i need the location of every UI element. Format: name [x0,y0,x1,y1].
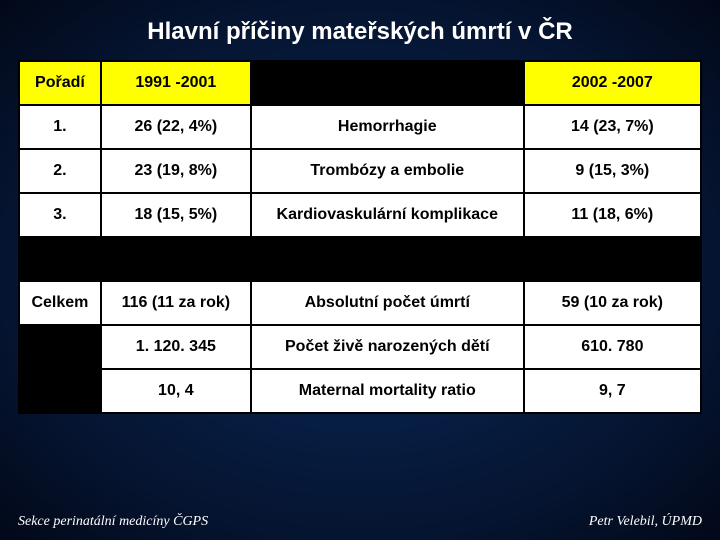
col-header-rank: Pořadí [19,61,101,105]
table-cell: 1. 120. 345 [101,325,251,369]
col-header-period1: 1991 -2001 [101,61,251,105]
table-cell [524,237,701,281]
table-cell [19,237,101,281]
table-cell: 610. 780 [524,325,701,369]
footer: Sekce perinatální medicíny ČGPS Petr Vel… [18,514,702,530]
table-row: 1.26 (22, 4%)Hemorrhagie14 (23, 7%) [19,105,701,149]
table-header: Pořadí 1991 -2001 2002 -2007 [19,61,701,105]
table-cell: Maternal mortality ratio [251,369,524,413]
table-cell: 26 (22, 4%) [101,105,251,149]
table-cell: 9, 7 [524,369,701,413]
table-cell: Hemorrhagie [251,105,524,149]
table-cell [101,237,251,281]
table-cell: 9 (15, 3%) [524,149,701,193]
table-cell: 3. [19,193,101,237]
data-table: Pořadí 1991 -2001 2002 -2007 1.26 (22, 4… [18,60,702,414]
table-cell: 23 (19, 8%) [101,149,251,193]
table-cell: Trombózy a embolie [251,149,524,193]
table-cell: 59 (10 za rok) [524,281,701,325]
col-header-blank [251,61,524,105]
table-cell: 116 (11 za rok) [101,281,251,325]
table-row [19,237,701,281]
table-row: 10, 4Maternal mortality ratio9, 7 [19,369,701,413]
table-cell: 10, 4 [101,369,251,413]
page-title: Hlavní příčiny mateřských úmrtí v ČR [0,0,720,60]
table-cell [251,237,524,281]
table-container: Pořadí 1991 -2001 2002 -2007 1.26 (22, 4… [0,60,720,414]
table-row: 3.18 (15, 5%)Kardiovaskulární komplikace… [19,193,701,237]
table-cell: 11 (18, 6%) [524,193,701,237]
table-cell: 1. [19,105,101,149]
footer-left: Sekce perinatální medicíny ČGPS [18,514,208,530]
table-cell [19,325,101,369]
table-row: Celkem116 (11 za rok)Absolutní počet úmr… [19,281,701,325]
table-cell: Kardiovaskulární komplikace [251,193,524,237]
table-cell: 18 (15, 5%) [101,193,251,237]
table-row: 2.23 (19, 8%)Trombózy a embolie9 (15, 3%… [19,149,701,193]
col-header-period2: 2002 -2007 [524,61,701,105]
table-cell: 2. [19,149,101,193]
table-cell: Celkem [19,281,101,325]
table-cell: Počet živě narozených dětí [251,325,524,369]
table-row: 1. 120. 345Počet živě narozených dětí610… [19,325,701,369]
table-cell [19,369,101,413]
table-cell: Absolutní počet úmrtí [251,281,524,325]
footer-right: Petr Velebil, ÚPMD [589,514,702,530]
table-body: 1.26 (22, 4%)Hemorrhagie14 (23, 7%)2.23 … [19,105,701,413]
table-cell: 14 (23, 7%) [524,105,701,149]
